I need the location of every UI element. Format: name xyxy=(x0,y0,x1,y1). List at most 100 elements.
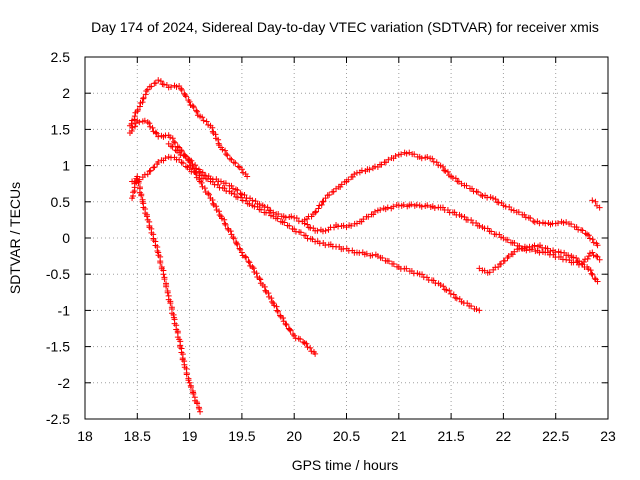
data-point xyxy=(155,158,162,165)
data-point xyxy=(442,168,449,175)
data-point xyxy=(234,241,241,248)
data-point xyxy=(511,240,518,247)
data-point xyxy=(518,245,525,252)
data-point xyxy=(446,287,453,294)
data-point xyxy=(590,239,597,246)
data-point xyxy=(233,240,240,247)
x-tick-label: 19.5 xyxy=(228,428,255,444)
data-point xyxy=(594,242,601,249)
data-point xyxy=(351,171,358,178)
data-point xyxy=(148,83,155,90)
data-point xyxy=(366,166,373,173)
chart-title: Day 174 of 2024, Sidereal Day-to-day VTE… xyxy=(91,19,599,35)
y-tick-label: 1 xyxy=(62,158,70,174)
data-point xyxy=(157,78,164,85)
series-track-h xyxy=(589,197,603,211)
data-point xyxy=(193,165,200,172)
data-point xyxy=(240,169,247,176)
data-point xyxy=(209,124,216,131)
data-point xyxy=(194,400,201,407)
data-point xyxy=(468,303,475,310)
data-point xyxy=(167,300,174,307)
data-point xyxy=(589,271,596,278)
data-point xyxy=(193,107,200,114)
y-tick-label: -1.5 xyxy=(46,339,70,355)
data-point xyxy=(142,91,149,98)
x-tick-label: 21 xyxy=(391,428,407,444)
data-point xyxy=(150,164,157,171)
data-point xyxy=(536,220,543,227)
data-point xyxy=(135,180,142,187)
data-point xyxy=(197,168,204,175)
data-point xyxy=(531,242,538,249)
data-point xyxy=(590,252,597,259)
data-point xyxy=(262,287,269,294)
data-point xyxy=(265,290,272,297)
data-point xyxy=(167,134,174,141)
data-point xyxy=(221,220,228,227)
data-point xyxy=(146,120,153,127)
data-point xyxy=(215,140,222,147)
data-point xyxy=(531,219,538,226)
data-point xyxy=(476,307,483,314)
data-point xyxy=(358,167,365,174)
data-point xyxy=(440,283,447,290)
data-point xyxy=(463,182,470,189)
data-point xyxy=(242,253,249,260)
data-point xyxy=(249,197,256,204)
data-point xyxy=(508,206,515,213)
data-point xyxy=(264,204,271,211)
data-point xyxy=(313,208,320,215)
data-point xyxy=(196,405,203,412)
data-point xyxy=(315,205,322,212)
data-point xyxy=(182,92,189,99)
data-point xyxy=(523,244,530,251)
data-point xyxy=(297,336,304,343)
data-point xyxy=(189,103,196,110)
data-point xyxy=(164,289,171,296)
data-point xyxy=(286,222,293,229)
x-axis-label: GPS time / hours xyxy=(292,457,399,473)
data-point xyxy=(585,232,592,239)
data-point xyxy=(596,204,603,211)
series-track-f xyxy=(301,149,601,249)
data-point xyxy=(320,198,327,205)
data-point xyxy=(190,104,197,111)
data-point xyxy=(197,178,204,185)
x-tick-label: 18.5 xyxy=(124,428,151,444)
data-point xyxy=(458,213,465,220)
data-point xyxy=(209,196,216,203)
data-point xyxy=(250,265,257,272)
series-track-a xyxy=(126,77,251,180)
data-point xyxy=(431,205,438,212)
data-point xyxy=(481,267,488,274)
data-point xyxy=(136,103,143,110)
y-tick-label: 2.5 xyxy=(51,49,71,65)
data-point xyxy=(377,206,384,213)
data-point xyxy=(205,190,212,197)
data-point xyxy=(238,166,245,173)
data-point xyxy=(192,162,199,169)
data-point xyxy=(444,168,451,175)
data-point xyxy=(180,160,187,167)
data-point xyxy=(398,151,405,158)
data-point xyxy=(384,204,391,211)
data-point xyxy=(385,156,392,163)
data-point xyxy=(161,276,168,283)
x-tick-label: 20 xyxy=(286,428,302,444)
data-point xyxy=(230,159,237,166)
x-tick-label: 22 xyxy=(496,428,512,444)
series-track-d xyxy=(129,153,483,314)
data-point xyxy=(589,249,596,256)
data-point xyxy=(234,187,241,194)
data-point xyxy=(568,221,575,228)
y-tick-label: 2 xyxy=(62,85,70,101)
data-point xyxy=(230,234,237,241)
data-point xyxy=(219,146,226,153)
data-point xyxy=(170,138,177,145)
data-point xyxy=(222,147,229,154)
data-point xyxy=(169,143,176,150)
data-point xyxy=(274,215,281,222)
data-point xyxy=(489,195,496,202)
data-point xyxy=(134,106,141,113)
